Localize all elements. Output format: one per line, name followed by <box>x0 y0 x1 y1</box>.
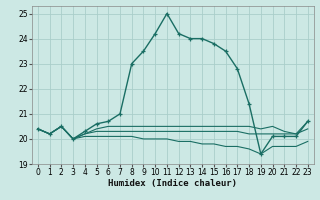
X-axis label: Humidex (Indice chaleur): Humidex (Indice chaleur) <box>108 179 237 188</box>
